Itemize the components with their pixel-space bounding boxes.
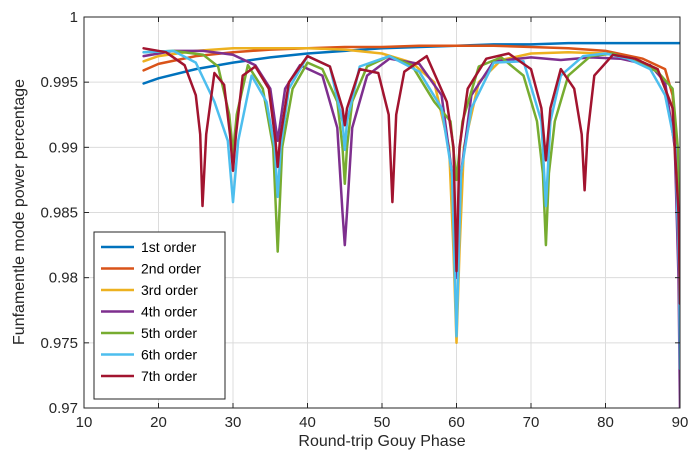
legend: 1st order 2nd order 3rd order 4th order 5th … [93,231,226,400]
x-axis-ticks: 10 20 30 40 50 60 70 80 90 [76,17,689,431]
x-tick-label-1: 20 [150,414,167,431]
x-tick-label-7: 80 [597,414,614,431]
series-line-1 [142,41,680,85]
y-tick-label-0: 0.97 [49,400,78,417]
y-axis-label: Funfamentle mode power percentage [11,79,28,345]
legend-label-6: 6th order [141,347,197,363]
series-group [142,41,680,408]
legend-label-1: 1st order [141,239,197,255]
series-line-7 [142,47,680,305]
x-axis-label: Round-trip Gouy Phase [298,433,465,450]
legend-label-2: 2nd order [141,261,201,277]
y-tick-label-1: 0.975 [40,335,78,352]
x-tick-label-6: 70 [523,414,540,431]
legend-label-4: 4th order [141,304,197,320]
x-tick-label-3: 40 [299,414,316,431]
legend-label-5: 5th order [141,325,197,341]
x-tick-label-5: 60 [448,414,465,431]
series-line-6 [142,49,680,371]
x-tick-label-4: 50 [374,414,391,431]
x-tick-label-0: 10 [76,414,93,431]
x-tick-label-2: 30 [225,414,242,431]
x-tick-label-8: 90 [672,414,689,431]
y-tick-label-4: 0.99 [49,139,78,156]
y-axis-ticks: 0.97 0.975 0.98 0.985 0.99 0.995 1 [40,9,680,417]
series-line-2 [142,44,680,305]
legend-label-7: 7th order [141,368,197,384]
legend-box [93,231,226,400]
legend-label-3: 3rd order [141,282,198,298]
y-tick-label-6: 1 [70,9,78,26]
y-tick-label-5: 0.995 [40,74,78,91]
y-tick-label-3: 0.985 [40,205,78,222]
y-tick-label-2: 0.98 [49,270,78,287]
